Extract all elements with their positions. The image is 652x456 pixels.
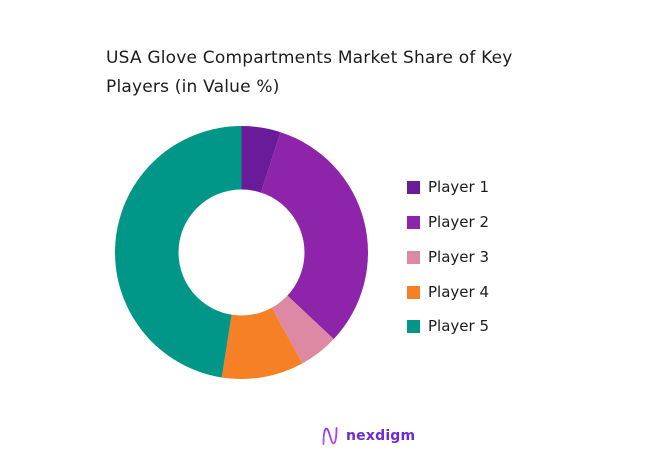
legend-item-player-1: Player 1 [407,176,489,198]
nexdigm-logo-text: nexdigm [346,428,416,444]
legend-label-player-4: Player 4 [428,283,489,301]
legend-swatch-player-2 [407,215,420,229]
donut-slice-player-5 [115,126,242,378]
donut-slice-player-2 [241,132,369,340]
legend-label-player-5: Player 5 [428,317,489,335]
legend-swatch-player-5 [407,319,420,333]
donut-hole [178,189,305,316]
nexdigm-wave-icon [322,427,338,445]
chart-title-line-2: Players (in Value %) [106,77,280,97]
nexdigm-logo: nexdigm [322,426,415,446]
legend-item-player-3: Player 3 [407,246,489,268]
legend-label-player-2: Player 2 [428,213,489,231]
legend-swatch-player-4 [407,285,420,299]
legend-swatch-player-1 [407,180,420,194]
legend-swatch-player-3 [407,250,420,264]
legend-label-player-3: Player 3 [428,248,489,266]
chart-title-line-1: USA Glove Compartments Market Share of K… [106,48,513,68]
legend-item-player-2: Player 2 [407,211,489,233]
legend-item-player-4: Player 4 [407,281,489,303]
chart-title: USA Glove Compartments Market Share of K… [106,44,586,102]
legend-label-player-1: Player 1 [428,178,489,196]
legend-item-player-5: Player 5 [407,315,489,337]
